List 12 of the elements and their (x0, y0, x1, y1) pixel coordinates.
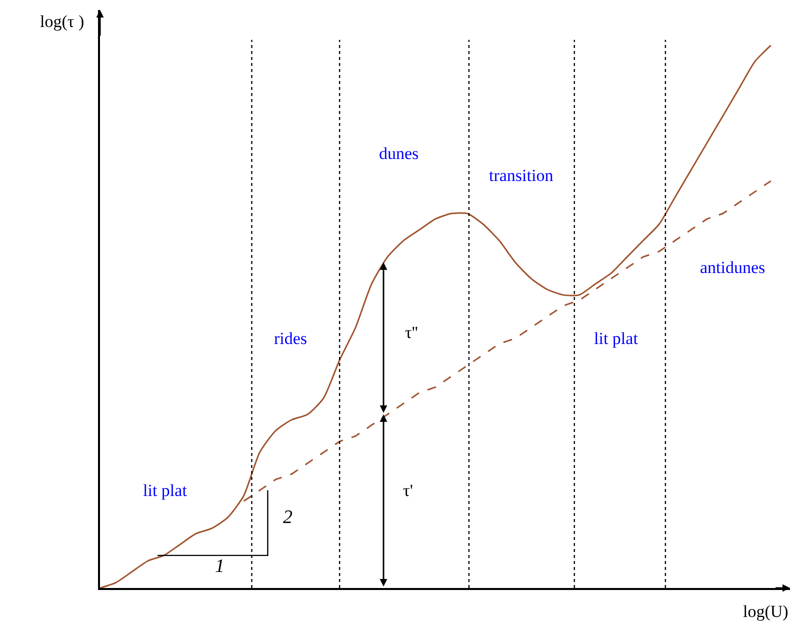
y-axis-title: log(τ ) (40, 12, 84, 31)
annotation: lit plat (594, 329, 638, 348)
x-axis-title: log(U) (743, 602, 788, 621)
annotation: antidunes (700, 258, 766, 277)
annotation: τ'' (405, 323, 418, 342)
annotation: 2 (283, 507, 293, 528)
annotation: dunes (379, 144, 419, 163)
annotation: transition (489, 166, 554, 185)
annotation: τ' (403, 481, 413, 500)
annotation: 1 (215, 556, 224, 577)
annotation: rides (274, 329, 308, 348)
annotation: lit plat (143, 481, 188, 500)
